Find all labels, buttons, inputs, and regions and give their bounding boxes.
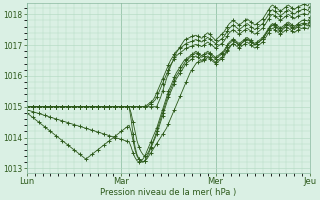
X-axis label: Pression niveau de la mer( hPa ): Pression niveau de la mer( hPa )	[100, 188, 236, 197]
